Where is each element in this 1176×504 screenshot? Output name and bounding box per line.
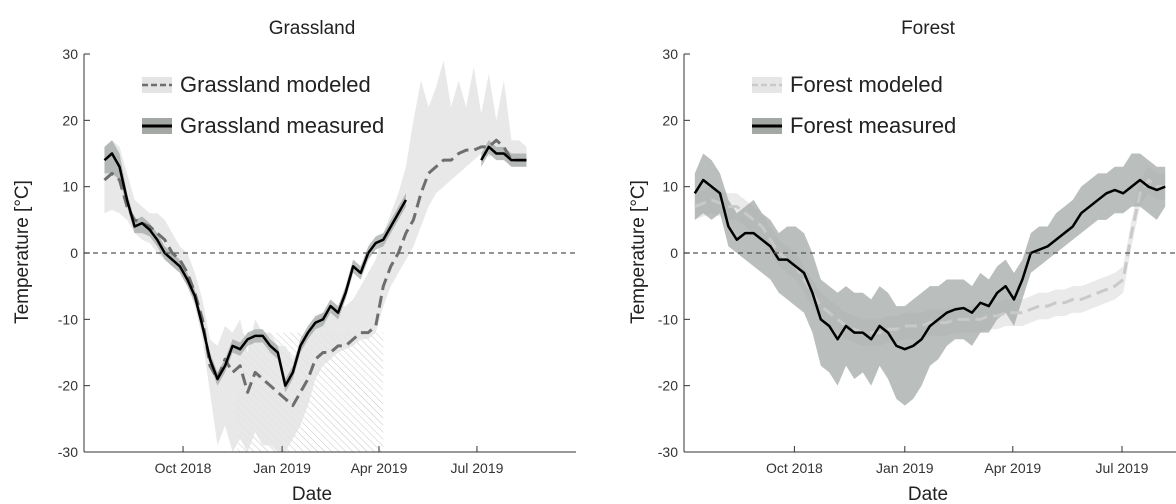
grassland-ytick-label: 30 bbox=[62, 46, 78, 62]
grassland-ytick-label: 0 bbox=[70, 245, 78, 261]
forest-line-modeled-0 bbox=[694, 178, 1166, 335]
forest-band-measured-0 bbox=[694, 153, 1166, 406]
grassland-xtick-label: Jul 2019 bbox=[450, 460, 503, 476]
panel-forest: Forest Date Temperature [°C] 30 20 10 0 -10 -… bbox=[628, 18, 1176, 504]
grassland-band-measured-0 bbox=[104, 140, 406, 393]
forest-legend-measured-label: Forest measured bbox=[790, 113, 956, 138]
grassland-plot-area: 30 20 10 0 -10 -20 -30 Oct 2018 Jan 2019 Apr 2019… bbox=[58, 46, 576, 476]
grassland-ytick-label: 10 bbox=[62, 179, 78, 195]
grassland-ytick-label: -30 bbox=[58, 444, 78, 460]
grassland-xtick-label: Apr 2019 bbox=[351, 460, 408, 476]
forest-ylabel: Temperature [°C] bbox=[628, 180, 649, 324]
panel-grassland: Grassland Date Temperature [°C] 30 20 10 0 -… bbox=[12, 18, 576, 504]
grassland-ytick-label: 20 bbox=[62, 112, 78, 128]
grassland-ytick-label: -10 bbox=[58, 311, 78, 327]
grassland-title: Grassland bbox=[269, 18, 356, 39]
grassland-ytick-label: -20 bbox=[58, 378, 78, 394]
forest-xtick-label: Apr 2019 bbox=[984, 460, 1041, 476]
forest-xlabel: Date bbox=[908, 484, 948, 504]
forest-ytick-label: -20 bbox=[658, 378, 678, 394]
grassland-ylabel: Temperature [°C] bbox=[12, 180, 33, 324]
grassland-line-measured-1 bbox=[480, 145, 527, 162]
forest-legend-modeled-label: Forest modeled bbox=[790, 72, 943, 97]
grassland-legend-modeled-label: Grassland modeled bbox=[180, 72, 371, 97]
grassland-legend-measured-label: Grassland measured bbox=[180, 113, 384, 138]
forest-ytick-label: -30 bbox=[658, 444, 678, 460]
forest-ytick-label: 10 bbox=[662, 179, 678, 195]
forest-title: Forest bbox=[901, 18, 956, 39]
forest-xtick-label: Jul 2019 bbox=[1096, 460, 1149, 476]
forest-ytick-label: 30 bbox=[662, 46, 678, 62]
forest-xtick-label: Jan 2019 bbox=[876, 460, 934, 476]
grassland-line-measured-0 bbox=[103, 152, 407, 387]
grassland-xtick-label: Oct 2018 bbox=[155, 460, 212, 476]
forest-line-measured-0 bbox=[693, 178, 1166, 351]
grassland-xtick-label: Jan 2019 bbox=[253, 460, 311, 476]
forest-ytick-label: 20 bbox=[662, 112, 678, 128]
forest-ytick-label: -10 bbox=[658, 311, 678, 327]
grassland-line-modeled-0 bbox=[103, 138, 527, 408]
grassland-xlabel: Date bbox=[292, 484, 332, 504]
forest-plot-area: 30 20 10 0 -10 -20 -30 Oct 2018 Jan 2019 Apr 2019… bbox=[658, 46, 1176, 476]
forest-xtick-label: Oct 2018 bbox=[766, 460, 823, 476]
forest-legend: Forest modeled Forest measured bbox=[752, 72, 956, 138]
forest-ytick-label: 0 bbox=[670, 245, 678, 261]
grassland-legend: Grassland modeled Grassland measured bbox=[142, 72, 384, 138]
